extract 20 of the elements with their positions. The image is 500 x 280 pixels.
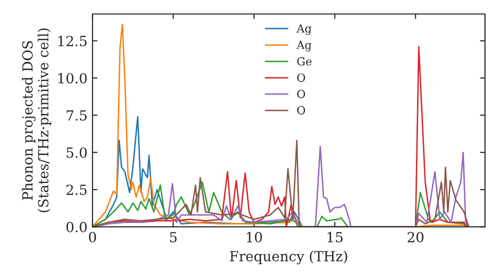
x-tick-label: 10 [246,232,262,242]
x-tick-label: 20 [408,232,424,242]
x-tick-label: 5 [170,232,177,242]
x-axis-title: Frequency (THz) [230,250,348,264]
y-tick-label: 0.0 [66,222,87,232]
legend-label: Ag [296,24,312,35]
legend-label: Ge [297,57,312,66]
legend-label: O [297,90,306,98]
y-tick-label: 5.0 [66,147,87,158]
y-tick-label: 12.5 [58,36,87,46]
y-tick-label: 2.5 [66,184,87,196]
y-tick-label: 10.0 [58,72,87,84]
legend-label: O [297,73,306,82]
legend-label: O [297,106,306,114]
y-tick-label: 7.5 [66,110,87,121]
y-axis-title: Phonon projected DOS (States/THz·primitive cell) [22,28,52,212]
x-tick-label: 15 [328,232,343,242]
legend-label: Ag [296,40,312,52]
line-series [92,181,470,227]
x-tick-label: 0 [88,232,96,242]
